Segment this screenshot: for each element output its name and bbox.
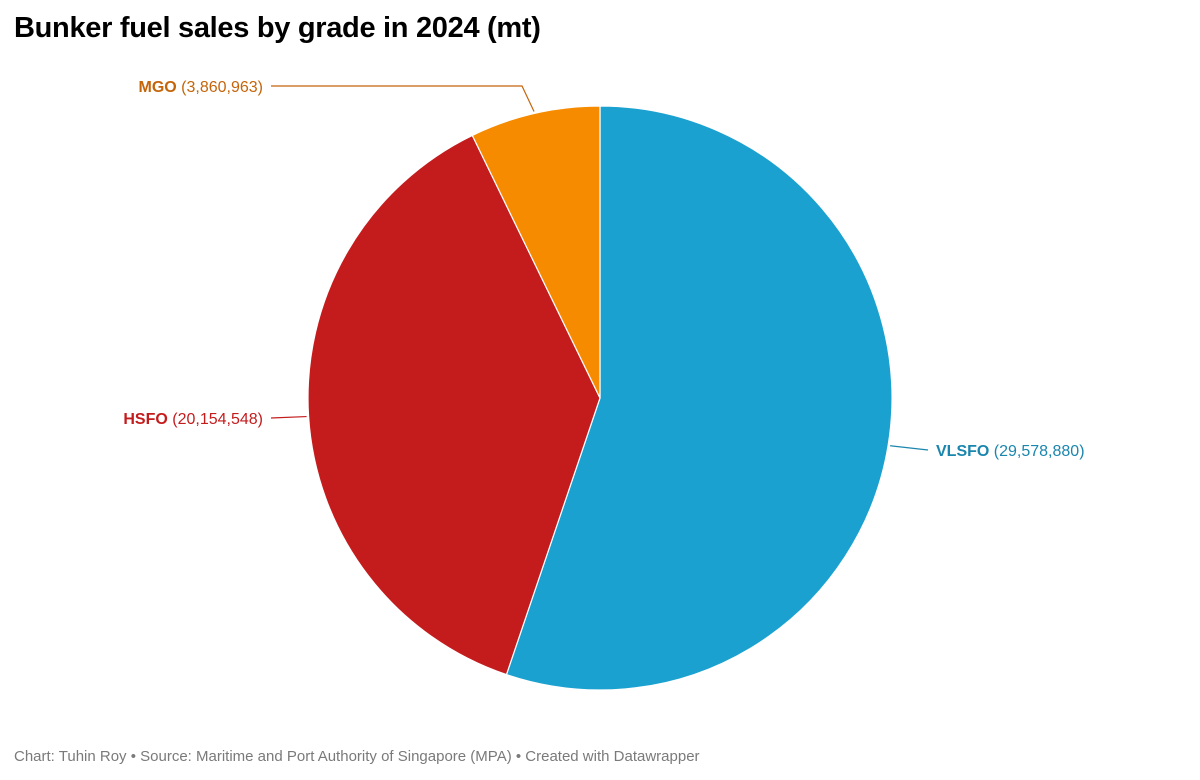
slice-label-vlsfo: VLSFO (29,578,880) [936, 443, 1085, 460]
leader-lines [270, 85, 929, 451]
slice-label-value-vlsfo: (29,578,880) [989, 443, 1084, 460]
chart-title: Bunker fuel sales by grade in 2024 (mt) [14, 12, 541, 44]
slice-label-name-vlsfo: VLSFO [936, 443, 989, 460]
slice-label-mgo: MGO (3,860,963) [139, 79, 264, 96]
leader-line-mgo [271, 85, 535, 112]
source-credit: Chart: Tuhin Roy • Source: Maritime and … [14, 748, 700, 765]
slice-label-value-hsfo: (20,154,548) [168, 411, 263, 428]
slice-label-name-mgo: MGO [139, 79, 177, 96]
slice-labels: VLSFO (29,578,880) HSFO (20,154,548) MGO (… [123, 79, 1084, 460]
pie-slice-hsfo [307, 134, 601, 676]
leader-line-hsfo [270, 415, 307, 419]
slice-label-name-hsfo: HSFO [123, 411, 167, 428]
slice-label-hsfo: HSFO (20,154,548) [123, 411, 263, 428]
pie-slice-mgo [471, 105, 601, 399]
leader-line-vlsfo [890, 445, 929, 451]
pie-slices [307, 105, 893, 691]
slice-label-value-mgo: (3,860,963) [177, 79, 263, 96]
pie-slice-vlsfo [505, 105, 893, 691]
